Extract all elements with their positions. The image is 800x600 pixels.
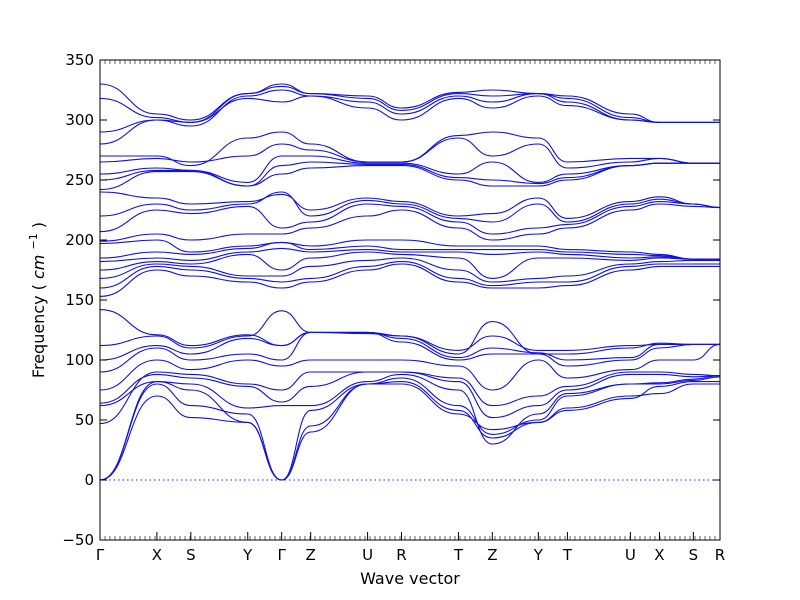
y-axis-label-open: ( <box>29 284 48 290</box>
phonon-band-7 <box>99 343 721 391</box>
kpoint-label: U <box>362 546 373 564</box>
phonon-band-19 <box>99 203 721 242</box>
phonon-band-27 <box>99 131 720 167</box>
y-tick-label: 0 <box>84 471 94 489</box>
kpoint-label: Z <box>487 546 497 564</box>
phonon-band-1 <box>99 383 720 481</box>
kpoint-label: X <box>654 546 664 564</box>
phonon-band-9 <box>99 331 720 361</box>
phonon-band-20 <box>99 201 721 235</box>
phonon-band-30 <box>99 85 720 123</box>
y-axis-ticks: −50 0 50 100 150 200 250 300 350 <box>62 51 720 549</box>
phonon-band-10 <box>99 310 720 355</box>
phonon-band-15 <box>99 251 720 279</box>
y-tick-label: 150 <box>65 291 94 309</box>
phonon-band-11 <box>99 309 720 351</box>
kpoint-label: X <box>152 546 162 564</box>
phonon-band-18 <box>99 239 720 260</box>
phonon-band-5 <box>99 371 721 419</box>
y-tick-label: −50 <box>62 531 94 549</box>
phonon-band-8 <box>99 331 720 373</box>
kpoint-label: T <box>453 546 464 564</box>
phonon-band-2 <box>99 381 720 481</box>
y-axis-label-exp: −1 <box>27 233 40 249</box>
y-axis-label-text: Frequency <box>29 295 48 378</box>
kpoint-label: Z <box>306 546 316 564</box>
kpoint-label: Γ <box>96 546 105 564</box>
phonon-band-31 <box>99 83 720 123</box>
kpoint-label: Y <box>533 546 544 564</box>
y-tick-label: 200 <box>65 231 94 249</box>
y-tick-label: 350 <box>65 51 94 69</box>
plot-area <box>99 83 721 481</box>
phonon-band-3 <box>99 376 721 481</box>
phonon-band-21 <box>99 191 721 223</box>
x-axis-label: Wave vector <box>360 569 460 588</box>
y-tick-label: 250 <box>65 171 94 189</box>
phonon-band-23 <box>99 162 720 191</box>
phonon-band-17 <box>99 241 720 260</box>
kpoint-label: T <box>562 546 573 564</box>
phonon-band-16 <box>99 247 720 263</box>
phonon-band-6 <box>99 371 721 425</box>
phonon-band-14 <box>99 257 720 283</box>
kpoint-label: R <box>715 546 725 564</box>
y-tick-label: 50 <box>75 411 94 429</box>
plot-frame <box>99 59 721 541</box>
svg-text:Frequency ( cm: Frequency ( cm −1 ) <box>22 222 48 378</box>
phonon-band-12 <box>99 263 720 297</box>
kpoint-label: S <box>186 546 196 564</box>
phonon-band-26 <box>99 137 720 169</box>
phonon-band-29 <box>99 89 720 133</box>
phonon-band-22 <box>99 191 721 219</box>
phonon-band-4 <box>99 373 721 445</box>
kpoint-label: S <box>689 546 699 564</box>
y-tick-label: 300 <box>65 111 94 129</box>
kpoint-label: Γ <box>277 546 286 564</box>
kpoint-label: R <box>396 546 406 564</box>
kpoint-label: Y <box>242 546 253 564</box>
kpoint-label: U <box>625 546 636 564</box>
y-axis-label-unit: cm <box>29 255 48 279</box>
y-tick-label: 100 <box>65 351 94 369</box>
y-axis-label-close: ) <box>29 222 48 228</box>
phonon-band-25 <box>99 155 720 183</box>
phonon-band-13 <box>99 261 720 289</box>
y-axis-label: Frequency ( cm −1 ) <box>22 222 48 378</box>
